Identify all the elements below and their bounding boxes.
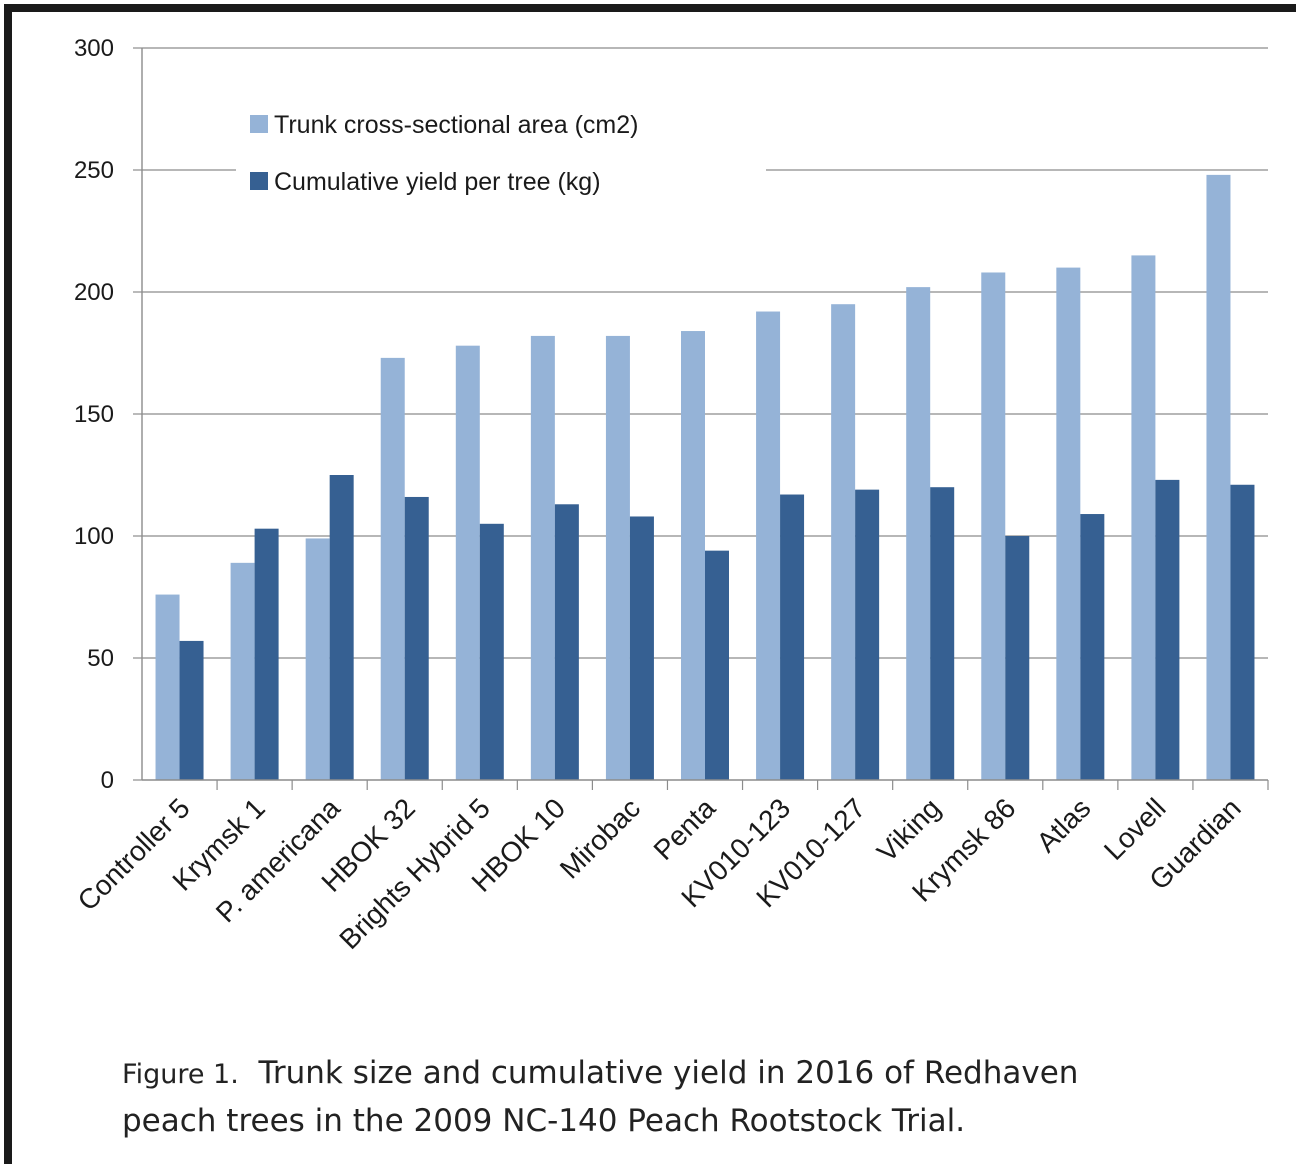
caption-label: Figure 1. (122, 1059, 239, 1090)
x-category-label: Mirobac (554, 792, 646, 884)
bar-trunk-area (981, 272, 1006, 780)
bar-trunk-area (530, 335, 555, 780)
y-tick-label: 300 (74, 35, 114, 62)
y-tick-label: 0 (101, 767, 114, 794)
bar-cumulative-yield (479, 523, 504, 780)
bar-trunk-area (305, 538, 330, 780)
legend-label: Trunk cross-sectional area (cm2) (274, 111, 638, 139)
legend-swatch (250, 172, 268, 190)
legend-swatch (250, 115, 268, 133)
y-tick-label: 50 (87, 645, 114, 672)
bars (155, 174, 1255, 781)
bar-trunk-area (1056, 267, 1081, 781)
bar-cumulative-yield (705, 550, 729, 780)
bar-cumulative-yield (629, 516, 654, 780)
bar-trunk-area (906, 287, 931, 780)
bar-cumulative-yield (1080, 514, 1105, 780)
figure-caption: Figure 1. Trunk size and cumulative yiel… (122, 1050, 1222, 1144)
y-tick-label: 200 (74, 279, 114, 306)
bar-cumulative-yield (254, 528, 279, 780)
bar-cumulative-yield (1155, 479, 1180, 780)
legend-label: Cumulative yield per tree (kg) (274, 168, 601, 196)
bar-trunk-area (455, 345, 480, 780)
bar-trunk-area (605, 335, 630, 780)
bar-trunk-area (230, 562, 255, 780)
bar-cumulative-yield (855, 489, 880, 780)
bar-cumulative-yield (1230, 484, 1255, 780)
legend-background (236, 100, 766, 210)
bar-trunk-area (1131, 255, 1156, 780)
bar-cumulative-yield (1005, 536, 1030, 780)
y-tick-label: 150 (74, 401, 114, 428)
bar-cumulative-yield (930, 487, 955, 780)
bar-trunk-area (681, 331, 705, 780)
bar-trunk-area (1206, 174, 1231, 780)
bar-trunk-area (831, 304, 856, 780)
figure-frame (4, 4, 1296, 1164)
legend: Trunk cross-sectional area (cm2) Cumulati… (236, 100, 766, 210)
y-tick-label: 100 (74, 523, 114, 550)
x-category-label: Lovell (1098, 792, 1172, 866)
bar-cumulative-yield (329, 475, 354, 780)
x-category-label: Controller 5 (72, 792, 196, 916)
bar-trunk-area (155, 594, 180, 780)
caption-line-1: Trunk size and cumulative yield in 2016 … (258, 1055, 1079, 1091)
bar-trunk-area (756, 311, 781, 780)
caption-line-2: peach trees in the 2009 NC-140 Peach Roo… (122, 1103, 966, 1139)
bar-cumulative-yield (179, 640, 204, 780)
y-tick-label: 250 (74, 157, 114, 184)
x-category-label: Atlas (1031, 792, 1097, 858)
bar-cumulative-yield (554, 504, 579, 780)
bar-cumulative-yield (780, 494, 805, 780)
bar-cumulative-yield (404, 496, 429, 780)
bar-trunk-area (380, 357, 405, 780)
